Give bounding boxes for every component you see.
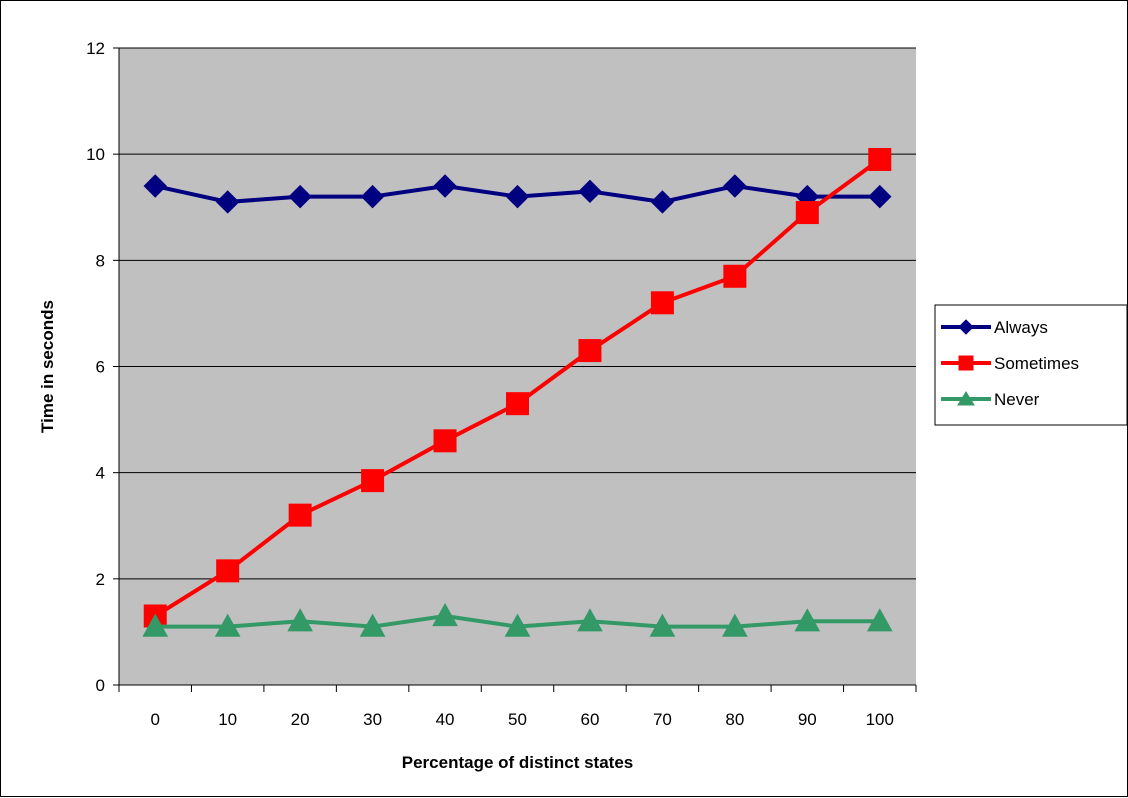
series-lines	[142, 147, 893, 637]
y-axis-title: Time in seconds	[38, 300, 57, 433]
y-tick-label: 12	[86, 39, 105, 58]
legend-item-never: Never	[941, 390, 1040, 409]
data-point-always	[215, 190, 240, 214]
data-point-always	[578, 179, 602, 204]
y-tick-label: 4	[96, 464, 105, 483]
data-point-always	[288, 184, 312, 209]
legend-item-always: Always	[941, 318, 1048, 337]
x-tick-label: 10	[218, 710, 237, 729]
data-point-never	[142, 613, 169, 637]
x-tick-label: 20	[291, 710, 310, 729]
legend-label: Sometimes	[994, 354, 1079, 373]
data-point-always	[433, 174, 457, 198]
x-tick-label: 80	[725, 710, 744, 729]
y-tick-label: 0	[96, 676, 105, 695]
data-point-sometimes	[868, 147, 892, 171]
legend-marker	[957, 391, 975, 406]
data-point-always	[143, 174, 167, 198]
y-tick-label: 6	[96, 358, 105, 377]
data-point-never	[504, 613, 531, 637]
legend: Always Sometimes Never	[934, 304, 1128, 426]
data-point-never	[432, 602, 458, 627]
x-tick-label: 70	[653, 710, 672, 729]
data-point-never	[214, 613, 241, 637]
data-point-never	[866, 608, 893, 632]
data-point-never	[287, 608, 313, 632]
y-tick-label: 2	[96, 570, 105, 589]
data-point-always	[360, 184, 385, 209]
x-tick-label: 90	[798, 710, 817, 729]
data-point-never	[794, 608, 821, 632]
data-point-sometimes	[795, 201, 819, 225]
data-point-sometimes	[288, 503, 312, 527]
series-never	[142, 602, 893, 637]
x-tick-label: 50	[508, 710, 527, 729]
data-point-sometimes	[216, 559, 240, 583]
data-point-never	[722, 613, 748, 637]
legend-label: Never	[994, 390, 1040, 409]
data-point-sometimes	[723, 264, 747, 288]
legend-label: Always	[994, 318, 1048, 337]
data-point-sometimes	[433, 429, 457, 453]
x-tick-label: 30	[363, 710, 382, 729]
x-tick-label: 60	[580, 710, 599, 729]
x-tick-label: 40	[436, 710, 455, 729]
data-point-always	[650, 190, 675, 214]
data-point-always	[868, 184, 892, 209]
y-tick-label: 8	[96, 251, 105, 270]
data-point-sometimes	[650, 291, 674, 315]
data-point-sometimes	[506, 392, 529, 416]
legend-marker	[958, 355, 974, 371]
x-axis-title: Percentage of distinct states	[402, 753, 633, 772]
data-point-never	[577, 608, 603, 632]
y-tick-label: 10	[86, 145, 105, 164]
data-point-always	[505, 184, 530, 209]
x-tick-label: 100	[866, 710, 894, 729]
gridlines	[119, 47, 916, 580]
data-point-sometimes	[361, 469, 385, 493]
data-point-never	[649, 613, 676, 637]
x-tick-label: 0	[150, 710, 159, 729]
axes: 0 2 4 6 8 10 12 0 10 20 30 40 50 60 70 80 90 100	[86, 39, 917, 729]
series-always	[143, 174, 892, 214]
data-point-always	[723, 174, 747, 198]
legend-marker	[958, 319, 974, 335]
data-point-never	[359, 613, 386, 637]
legend-item-sometimes: Sometimes	[941, 354, 1079, 373]
data-point-sometimes	[578, 339, 602, 363]
